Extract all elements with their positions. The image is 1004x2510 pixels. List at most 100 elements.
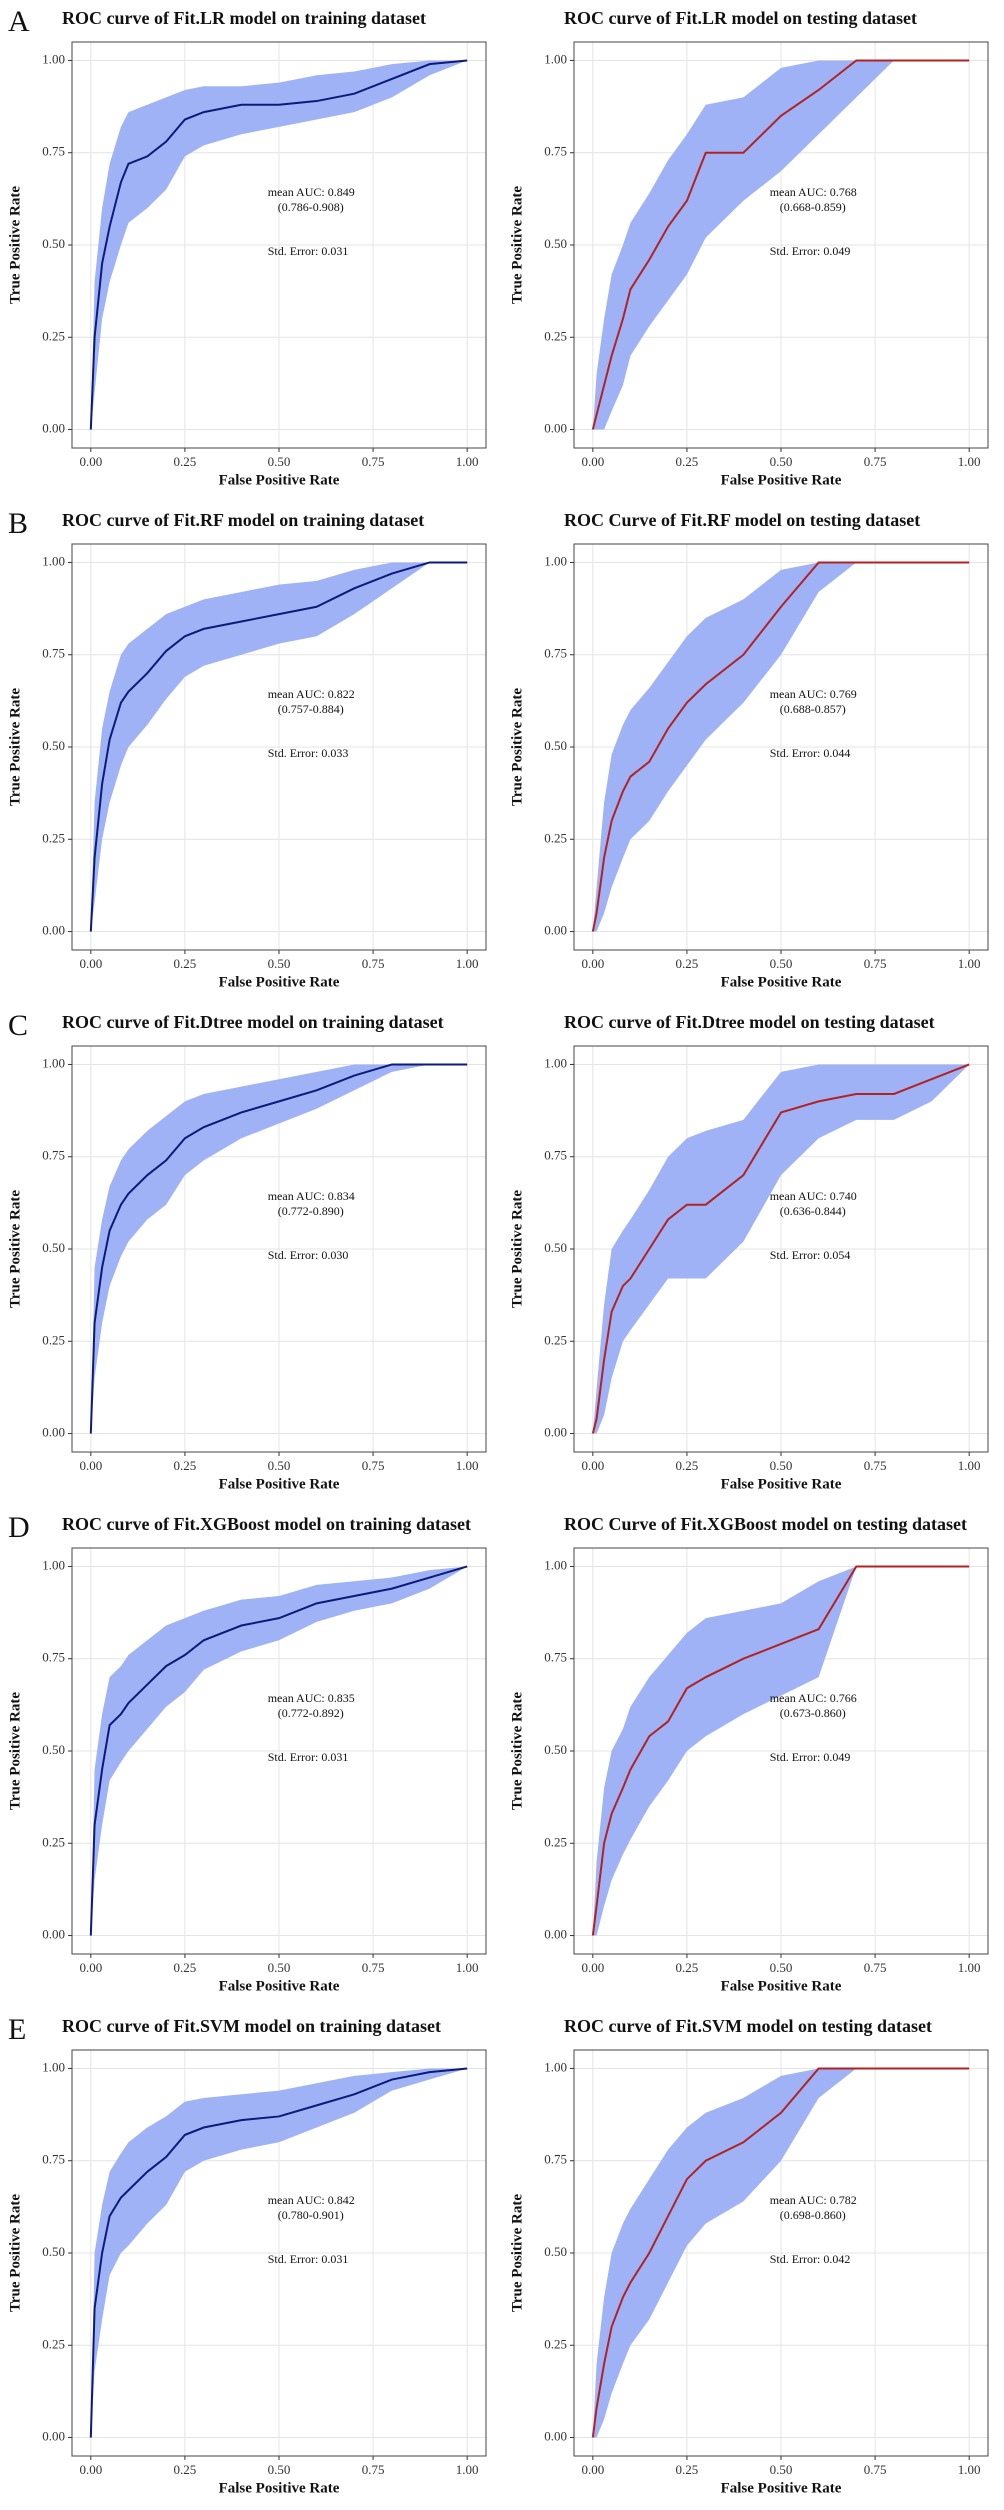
auc-annotation: mean AUC: 0.769 [770, 687, 857, 701]
auc-annotation: mean AUC: 0.768 [770, 185, 857, 199]
y-tick-label: 0.75 [544, 1148, 567, 1163]
y-tick-label: 1.00 [42, 51, 65, 66]
x-tick-label: 0.50 [770, 956, 793, 971]
x-tick-label: 1.00 [456, 1960, 479, 1975]
y-tick-label: 0.25 [544, 2336, 567, 2351]
x-tick-label: 0.75 [864, 956, 887, 971]
roc-line [89, 561, 468, 932]
y-axis-label: True Positive Rate [509, 2194, 525, 2312]
y-tick-label: 0.25 [42, 2336, 65, 2351]
y-axis-label: True Positive Rate [7, 186, 23, 304]
y-tick-label: 1.00 [42, 1055, 65, 1070]
chart-title: ROC curve of Fit.LR model on training da… [62, 8, 426, 28]
x-axis-label: False Positive Rate [219, 1978, 340, 1994]
se-annotation: Std. Error: 0.033 [268, 746, 349, 760]
roc-line [89, 2067, 468, 2438]
x-axis-label: False Positive Rate [219, 2480, 340, 2496]
confidence-band [592, 1566, 970, 1936]
y-tick-label: 1.00 [42, 1557, 65, 1572]
x-axis-label: False Positive Rate [721, 472, 842, 488]
x-tick-label: 0.25 [676, 2462, 699, 2477]
y-axis-label: True Positive Rate [509, 688, 525, 806]
x-tick-label: 1.00 [456, 1458, 479, 1473]
x-tick-label: 0.00 [581, 1458, 604, 1473]
y-tick-label: 0.00 [42, 1425, 65, 1440]
auc-annotation: mean AUC: 0.822 [268, 687, 355, 701]
y-tick-label: 0.00 [544, 1927, 567, 1942]
auc-annotation: mean AUC: 0.835 [268, 1691, 355, 1705]
x-tick-label: 0.75 [362, 454, 385, 469]
y-tick-label: 0.50 [544, 1240, 567, 1255]
se-annotation: Std. Error: 0.031 [268, 1750, 349, 1764]
y-tick-label: 0.50 [42, 1742, 65, 1757]
x-tick-label: 1.00 [958, 454, 981, 469]
confidence-band [592, 562, 970, 932]
x-tick-label: 0.50 [268, 1458, 291, 1473]
x-tick-label: 0.25 [676, 956, 699, 971]
ci-annotation: (0.688-0.857) [780, 702, 846, 716]
x-axis-label: False Positive Rate [219, 1476, 340, 1492]
y-tick-label: 0.00 [42, 421, 65, 436]
y-tick-label: 0.25 [544, 1834, 567, 1849]
panel-letter: A [8, 5, 30, 38]
y-axis-label: True Positive Rate [7, 2194, 23, 2312]
y-axis-label: True Positive Rate [509, 1692, 525, 1810]
y-tick-label: 0.75 [544, 2152, 567, 2167]
chart-title: ROC curve of Fit.Dtree model on testing … [564, 1012, 935, 1032]
y-axis-label: True Positive Rate [509, 1190, 525, 1308]
se-annotation: Std. Error: 0.049 [770, 1750, 851, 1764]
y-tick-label: 0.50 [42, 236, 65, 251]
roc-line [591, 1063, 970, 1434]
y-tick-label: 0.00 [42, 2429, 65, 2444]
y-tick-label: 0.50 [544, 738, 567, 753]
y-tick-label: 0.00 [42, 923, 65, 938]
se-annotation: Std. Error: 0.030 [268, 1248, 349, 1262]
auc-annotation: mean AUC: 0.782 [770, 2193, 857, 2207]
y-tick-label: 1.00 [544, 553, 567, 568]
ci-annotation: (0.786-0.908) [278, 200, 344, 214]
x-tick-label: 0.25 [676, 1960, 699, 1975]
y-tick-label: 0.25 [42, 830, 65, 845]
y-tick-label: 0.50 [42, 2244, 65, 2259]
x-tick-label: 0.75 [864, 2462, 887, 2477]
auc-annotation: mean AUC: 0.842 [268, 2193, 355, 2207]
plot-border [573, 2049, 989, 2457]
y-tick-label: 1.00 [544, 51, 567, 66]
y-tick-label: 0.00 [544, 421, 567, 436]
x-tick-label: 1.00 [456, 454, 479, 469]
x-tick-label: 0.50 [268, 956, 291, 971]
x-tick-label: 0.75 [864, 1458, 887, 1473]
x-tick-label: 0.25 [174, 1960, 197, 1975]
roc-line [591, 1565, 970, 1936]
plot-border [573, 1547, 989, 1955]
roc-line [89, 1565, 468, 1936]
y-axis-label: True Positive Rate [7, 1190, 23, 1308]
x-tick-label: 1.00 [958, 956, 981, 971]
roc-line [89, 1063, 468, 1434]
y-axis-label: True Positive Rate [7, 688, 23, 806]
chart-title: ROC curve of Fit.SVM model on training d… [62, 2016, 441, 2036]
y-tick-label: 0.00 [42, 1927, 65, 1942]
x-tick-label: 0.00 [79, 1960, 102, 1975]
x-tick-label: 0.50 [268, 454, 291, 469]
chart-title: ROC curve of Fit.SVM model on testing da… [564, 2016, 932, 2036]
x-axis-label: False Positive Rate [721, 2480, 842, 2496]
x-axis-label: False Positive Rate [721, 1978, 842, 1994]
x-tick-label: 0.00 [79, 454, 102, 469]
y-tick-label: 0.25 [544, 830, 567, 845]
panel-letter: D [8, 1511, 30, 1544]
y-tick-label: 0.75 [42, 1148, 65, 1163]
x-axis-label: False Positive Rate [219, 472, 340, 488]
x-tick-label: 0.75 [864, 454, 887, 469]
plot-border [573, 1045, 989, 1453]
se-annotation: Std. Error: 0.049 [770, 244, 851, 258]
y-tick-label: 0.25 [42, 1332, 65, 1347]
y-tick-label: 0.75 [42, 144, 65, 159]
plot-border [573, 41, 989, 449]
confidence-band [90, 2068, 468, 2438]
auc-annotation: mean AUC: 0.834 [268, 1189, 355, 1203]
x-tick-label: 0.75 [362, 1960, 385, 1975]
confidence-band [90, 60, 468, 430]
y-tick-label: 0.75 [544, 144, 567, 159]
x-axis-label: False Positive Rate [721, 974, 842, 990]
